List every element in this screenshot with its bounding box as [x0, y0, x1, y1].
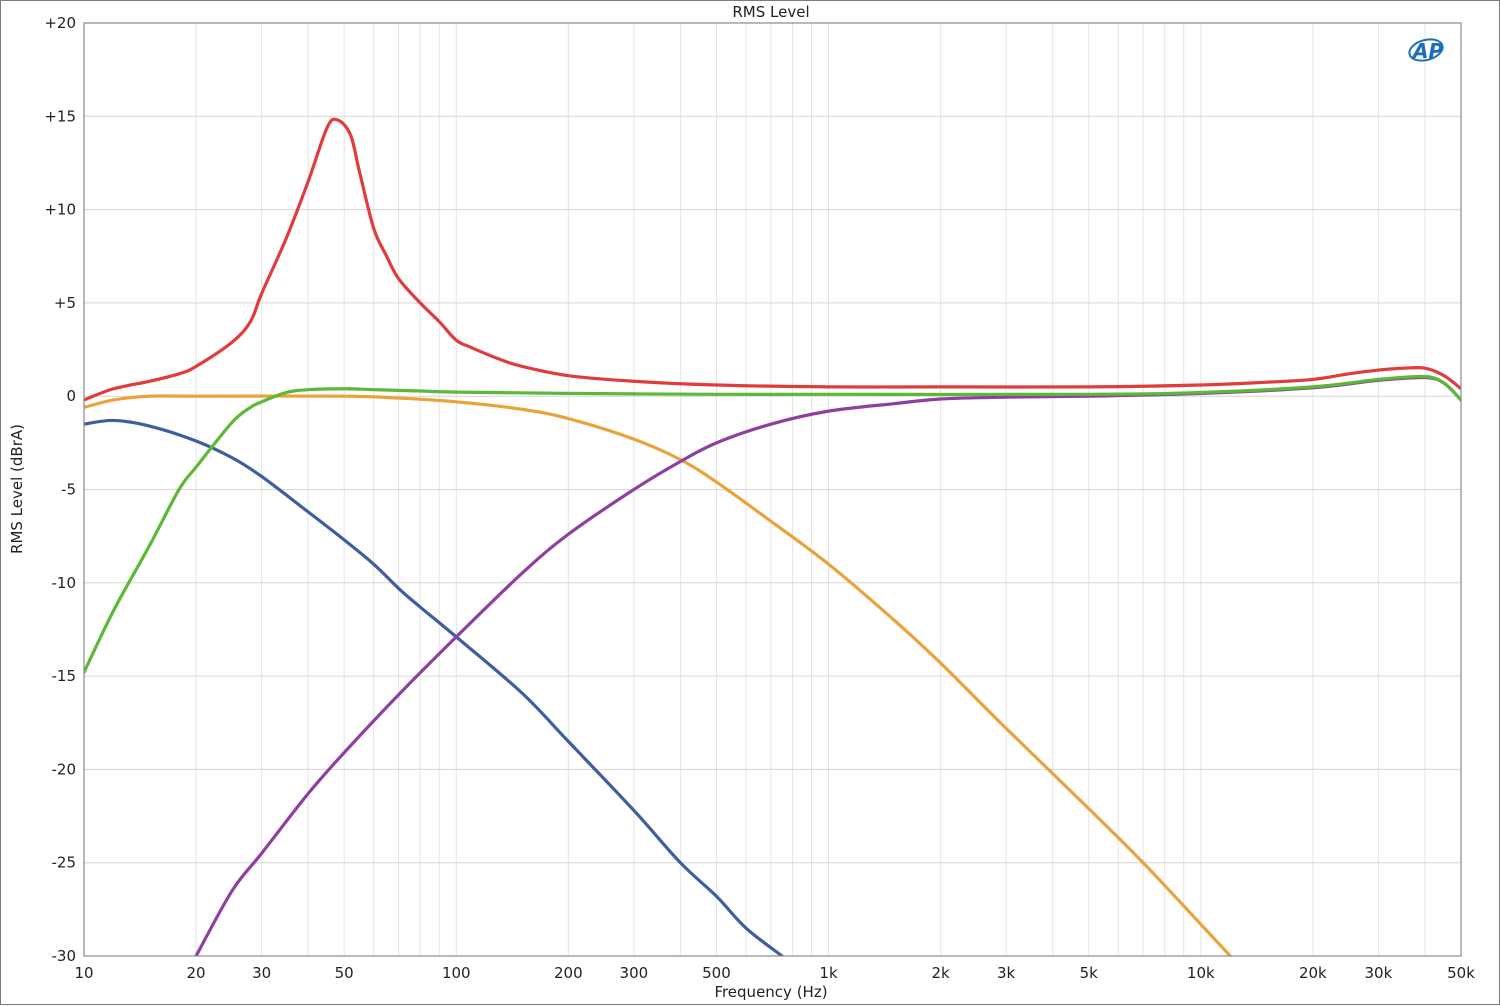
x-tick-label: 10k — [1187, 964, 1215, 982]
x-tick-label: 200 — [554, 964, 583, 982]
y-tick-labels: +20 +15 +10 +5 0 -5 -10 -15 -20 -25 -30 — [44, 14, 76, 965]
y-tick-label: -25 — [52, 854, 77, 872]
ap-logo-icon: AP — [1408, 38, 1444, 63]
x-tick-label: 1k — [819, 964, 838, 982]
ap-logo-text: AP — [1411, 39, 1443, 63]
x-axis-label: Frequency (Hz) — [714, 983, 827, 1001]
x-tick-label: 20 — [187, 964, 206, 982]
series-line-2 — [84, 394, 1232, 956]
x-tick-label: 10 — [74, 964, 93, 982]
x-tick-label: 50 — [335, 964, 354, 982]
chart-title: RMS Level — [732, 3, 809, 21]
grid — [83, 22, 1462, 957]
y-tick-label: +15 — [44, 107, 76, 125]
y-axis-label: RMS Level (dBrA) — [8, 424, 26, 554]
x-tick-label: 500 — [702, 964, 731, 982]
y-tick-label: -30 — [52, 947, 77, 965]
x-tick-label: 50k — [1447, 964, 1475, 982]
x-tick-label: 3k — [997, 964, 1016, 982]
y-tick-label: +10 — [44, 201, 76, 219]
x-tick-label: 5k — [1080, 964, 1099, 982]
plot-area-border — [83, 22, 1462, 957]
x-tick-label: 30k — [1365, 964, 1393, 982]
x-tick-label: 20k — [1299, 964, 1327, 982]
y-tick-label: +20 — [44, 14, 76, 32]
series-line-3 — [84, 418, 784, 956]
series-line-1 — [84, 117, 1461, 402]
y-tick-label: -5 — [61, 481, 76, 499]
y-tick-label: +5 — [54, 294, 76, 312]
y-tick-label: -15 — [52, 667, 77, 685]
x-tick-label: 30 — [252, 964, 271, 982]
series-line-5 — [84, 374, 1461, 674]
x-tick-label: 300 — [620, 964, 649, 982]
y-tick-label: -20 — [52, 760, 77, 778]
y-tick-label: -10 — [52, 574, 77, 592]
x-tick-label: 2k — [931, 964, 950, 982]
x-tick-label: 100 — [442, 964, 471, 982]
x-tick-labels: 10 20 30 50 100 200 300 500 1k 2k 3k 5k 10k 20k 30k 50k — [74, 964, 1475, 982]
y-tick-label: 0 — [66, 387, 76, 405]
series-group — [84, 117, 1461, 956]
